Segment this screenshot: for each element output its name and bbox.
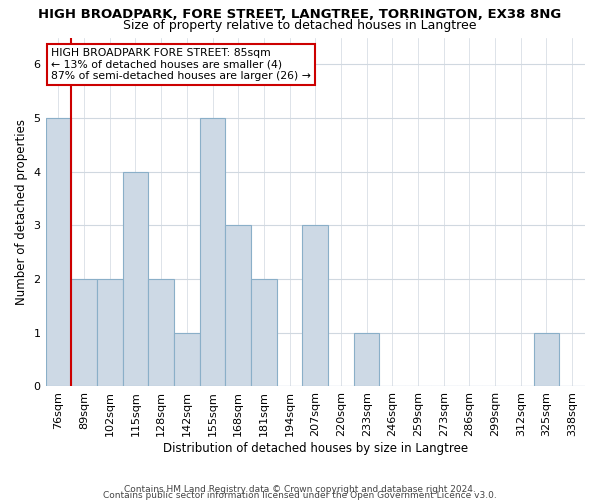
Bar xyxy=(122,172,148,386)
Bar xyxy=(46,118,71,386)
Bar xyxy=(174,333,200,386)
Bar xyxy=(251,279,277,386)
Bar xyxy=(354,333,379,386)
Text: Contains HM Land Registry data © Crown copyright and database right 2024.: Contains HM Land Registry data © Crown c… xyxy=(124,485,476,494)
Bar xyxy=(71,279,97,386)
Text: HIGH BROADPARK, FORE STREET, LANGTREE, TORRINGTON, EX38 8NG: HIGH BROADPARK, FORE STREET, LANGTREE, T… xyxy=(38,8,562,20)
Bar xyxy=(97,279,122,386)
Bar xyxy=(226,226,251,386)
Text: Size of property relative to detached houses in Langtree: Size of property relative to detached ho… xyxy=(123,18,477,32)
Bar xyxy=(200,118,226,386)
Text: Contains public sector information licensed under the Open Government Licence v3: Contains public sector information licen… xyxy=(103,490,497,500)
Bar xyxy=(302,226,328,386)
Bar xyxy=(533,333,559,386)
Text: HIGH BROADPARK FORE STREET: 85sqm
← 13% of detached houses are smaller (4)
87% o: HIGH BROADPARK FORE STREET: 85sqm ← 13% … xyxy=(51,48,311,81)
X-axis label: Distribution of detached houses by size in Langtree: Distribution of detached houses by size … xyxy=(163,442,468,455)
Bar xyxy=(148,279,174,386)
Y-axis label: Number of detached properties: Number of detached properties xyxy=(15,119,28,305)
